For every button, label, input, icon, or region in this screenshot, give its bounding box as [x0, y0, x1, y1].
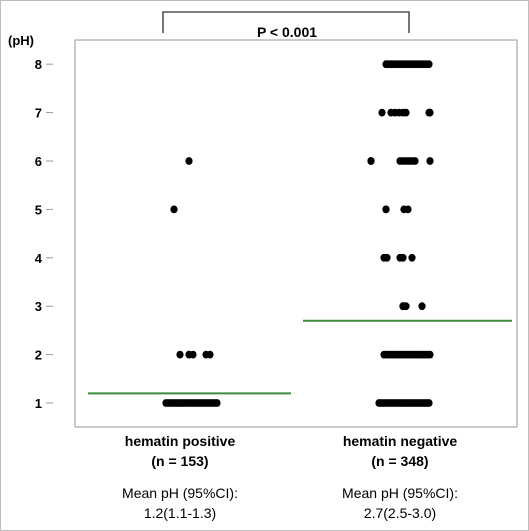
group-mean-label: Mean pH (95%CI): [122, 485, 238, 501]
data-point [382, 205, 390, 214]
data-point [402, 108, 410, 117]
data-point [189, 350, 197, 359]
mean-lines [88, 319, 512, 395]
data-point [185, 157, 193, 165]
significance-label: P < 0.001 [257, 24, 317, 40]
group-label: hematin positive [125, 433, 236, 449]
y-tick-label: 1 [35, 396, 42, 411]
data-point [411, 157, 419, 165]
data-point [176, 350, 184, 359]
data-point [426, 350, 434, 359]
data-point [425, 60, 433, 69]
group-label: hematin negative [343, 433, 458, 449]
group-mean-label: Mean pH (95%CI): [342, 485, 458, 501]
group-mean-value: 2.7(2.5-3.0) [364, 505, 436, 521]
data-point [213, 399, 221, 407]
y-tick-label: 7 [35, 106, 42, 121]
data-point [426, 157, 434, 165]
data-point [404, 205, 412, 214]
y-axis-ticks: 1 2 3 4 5 6 7 8 [35, 57, 53, 411]
y-tick-label: 4 [35, 251, 43, 266]
data-point [383, 253, 391, 262]
data-point [378, 108, 386, 117]
y-tick-label: 5 [35, 202, 42, 217]
plot-area [74, 39, 518, 428]
group-n-label: (n = 153) [151, 453, 208, 469]
data-point [206, 350, 214, 359]
data-point [399, 253, 407, 262]
data-point [170, 205, 178, 214]
data-point [408, 253, 416, 262]
data-point [418, 302, 426, 311]
data-point [425, 399, 433, 407]
group-labels: hematin positive (n = 153) Mean pH (95%CI)… [122, 433, 458, 521]
significance-bracket [162, 11, 410, 33]
data-point [399, 302, 407, 311]
group-n-label: (n = 348) [371, 453, 428, 469]
data-point [426, 108, 434, 117]
data-point [367, 157, 375, 165]
data-points [162, 60, 434, 407]
y-tick-label: 8 [35, 57, 42, 72]
y-tick-label: 6 [35, 154, 42, 169]
y-tick-label: 2 [35, 348, 42, 363]
group-mean-value: 1.2(1.1-1.3) [144, 505, 216, 521]
y-tick-label: 3 [35, 299, 42, 314]
y-axis-label: (pH) [8, 33, 34, 48]
